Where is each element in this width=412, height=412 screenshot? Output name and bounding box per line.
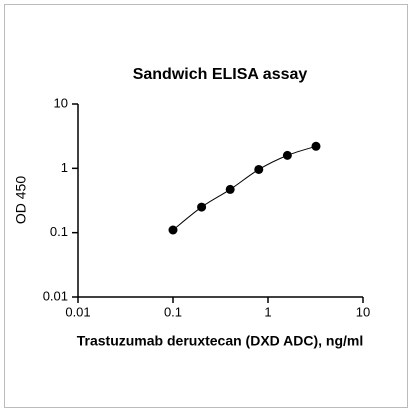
point [197,202,207,212]
frame [4,4,408,408]
y-axis-label: OD 450 [13,176,29,224]
y-tick-label: 10 [54,95,68,110]
chart-title: Sandwich ELISA assay [133,66,308,83]
point [282,150,292,160]
point [168,225,178,235]
x-tick-label: 1 [264,304,271,319]
point [254,164,264,174]
y-tick-label: 1 [61,160,68,175]
point [311,141,321,151]
x-tick-label: 10 [356,304,370,319]
y-tick-label: 0.01 [43,288,68,303]
x-tick-label: 0.01 [65,304,90,319]
point [225,184,235,194]
y-tick-label: 0.1 [50,224,68,239]
fit-line [172,145,317,231]
x-axis-label: Trastuzumab deruxtecan (DXD ADC), ng/ml [77,333,364,349]
x-tick-label: 0.1 [164,304,182,319]
